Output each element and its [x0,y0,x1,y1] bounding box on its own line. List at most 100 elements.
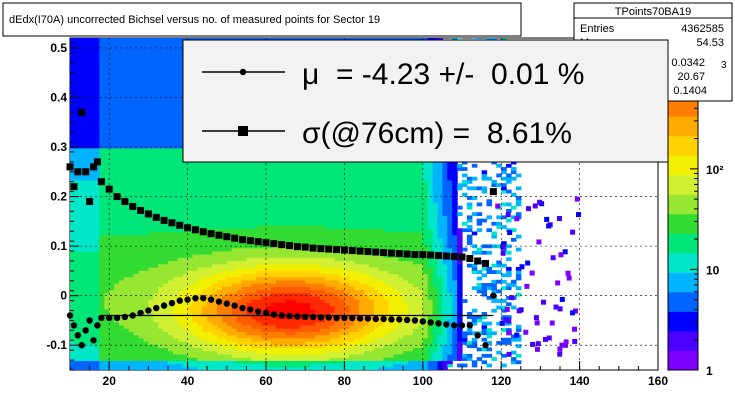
heatmap-cell [163,353,169,358]
heatmap-cell [300,292,306,297]
heatmap-cell [187,350,194,355]
heatmap-cell [94,67,100,72]
heatmap-cell [143,183,149,188]
heatmap-cell [207,266,213,271]
heatmap-cell [221,286,228,291]
heatmap-cell [290,366,296,370]
heatmap-cell [217,215,223,220]
heatmap-cell [123,118,130,123]
heatmap-cell [153,150,159,155]
heatmap-cell [84,192,91,197]
heatmap-cell [231,257,238,262]
heatmap-cell [99,102,105,107]
heatmap-cell [109,109,115,113]
heatmap-cell [94,189,100,194]
heatmap-cell [256,344,262,349]
heatmap-cell [163,141,169,146]
heatmap-cell [133,186,140,191]
heatmap-cell [217,260,223,265]
heatmap-cell [192,366,198,370]
heatmap-cell [177,118,184,123]
heatmap-cell [251,289,257,294]
heatmap-cell [261,363,267,368]
heatmap-cell [123,260,130,265]
heatmap-cell [172,44,179,49]
heatmap-cell [128,279,135,284]
heatmap-cell [266,183,272,188]
heatmap-cell [266,279,272,284]
heatmap-cell [89,54,96,59]
heatmap-cell [295,295,301,300]
heatmap-cell [153,266,159,271]
heatmap-cell [251,315,257,320]
heatmap-cell [187,347,194,352]
heatmap-cell [168,167,174,171]
heatmap-cell [251,247,257,252]
heatmap-cell [109,228,115,233]
heatmap-cell [74,128,81,133]
heatmap-cell [114,157,120,162]
heatmap-cell [177,341,184,345]
heatmap-cell [251,292,257,297]
heatmap-cell [231,254,238,258]
heatmap-cell [99,44,105,49]
heatmap-cell [177,202,184,207]
heatmap-cell [231,270,238,274]
heatmap-cell [143,199,149,204]
heatmap-cell [70,147,76,152]
heatmap-cell [79,350,86,355]
heatmap-cell [212,234,218,239]
heatmap-cell [177,154,184,159]
heatmap-cell [226,279,233,284]
heatmap-cell [79,163,86,168]
heatmap-cell [148,83,154,88]
heatmap-cell [94,173,100,178]
heatmap-cell [231,344,238,349]
heatmap-cell [168,334,174,339]
heatmap-cell [79,173,86,178]
heatmap-cell [104,331,110,336]
heatmap-cell [133,302,140,307]
heatmap-cell [300,176,306,181]
heatmap-cell [226,357,233,361]
heatmap-cell [241,257,247,262]
heatmap-cell [202,160,208,165]
heatmap-cell [119,54,125,59]
heatmap-cell [236,270,243,274]
heatmap-cell [74,241,81,245]
heatmap-cell [133,247,140,252]
heatmap-cell [266,244,272,249]
heatmap-cell [168,344,174,349]
heatmap-cell [187,315,194,320]
heatmap-cell [148,321,154,326]
heatmap-cell [275,208,282,213]
heatmap-cell [79,44,86,49]
heatmap-cell [177,47,184,52]
heatmap-cell [74,212,81,216]
heatmap-cell [192,266,198,271]
heatmap-cell [119,312,125,316]
heatmap-cell [119,350,125,355]
heatmap-cell [133,318,140,323]
heatmap-cell [197,221,203,226]
heatmap-cell [114,241,120,245]
heatmap-cell [270,344,277,349]
heatmap-cell [172,163,179,168]
heatmap-cell [128,283,135,287]
heatmap-cell [168,121,174,126]
heatmap-cell [251,347,257,352]
heatmap-cell [231,225,238,229]
heatmap-cell [221,366,228,370]
heatmap-cell [300,344,306,349]
heatmap-cell [158,54,164,59]
heatmap-cell [133,141,140,146]
heatmap-cell [138,366,145,370]
heatmap-cell [177,234,184,239]
heatmap-cell [109,321,115,326]
heatmap-cell [133,76,140,81]
heatmap-cell [84,118,91,123]
heatmap-cell [119,212,125,216]
heatmap-cell [109,312,115,316]
heatmap-cell [158,38,164,39]
heatmap-cell [143,38,149,43]
